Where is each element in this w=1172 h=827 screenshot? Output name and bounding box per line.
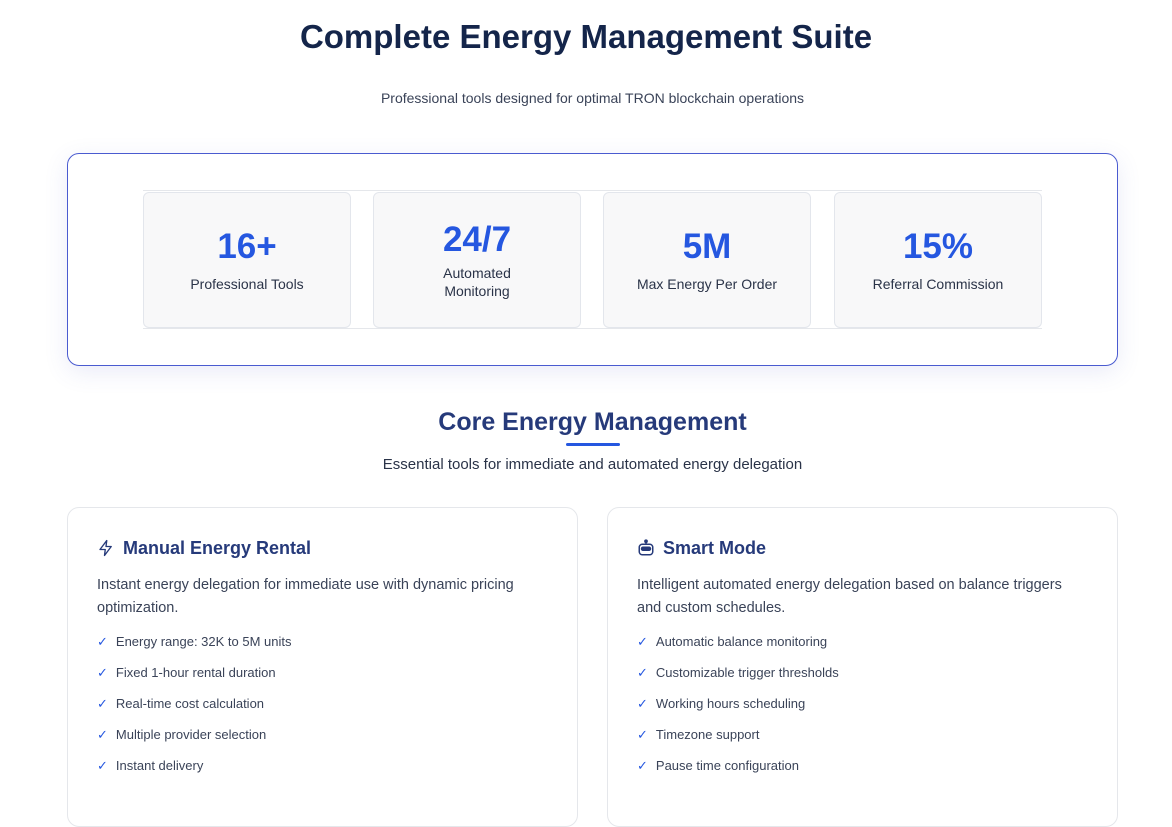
check-icon: ✓: [637, 634, 648, 649]
card-title-text: Smart Mode: [663, 537, 767, 558]
check-icon: ✓: [637, 696, 648, 711]
stat-value: 16+: [217, 227, 277, 266]
stat-card-monitoring: 24/7 Automated Monitoring: [373, 192, 581, 328]
feature-card-smart-mode: Smart Mode Intelligent automated energy …: [607, 507, 1118, 827]
stat-card-referral: 15% Referral Commission: [834, 192, 1042, 328]
list-item: ✓ Instant delivery: [97, 758, 548, 789]
list-item: ✓ Fixed 1-hour rental duration: [97, 665, 548, 696]
card-description: Intelligent automated energy delegation …: [637, 577, 1062, 616]
check-icon: ✓: [637, 727, 648, 742]
feature-text: Automatic balance monitoring: [655, 634, 828, 649]
page-subtitle: Professional tools designed for optimal …: [380, 90, 805, 106]
check-icon: ✓: [97, 665, 108, 680]
card-title: Manual Energy Rental: [97, 536, 548, 560]
list-item: ✓ Pause time configuration: [637, 758, 1088, 789]
feature-text: Customizable trigger thresholds: [655, 665, 839, 680]
robot-icon: [638, 539, 654, 556]
feature-text: Multiple provider selection: [115, 727, 267, 742]
stat-value: 5M: [682, 227, 732, 266]
stat-value: 15%: [902, 227, 974, 266]
lightning-icon: [99, 539, 112, 557]
stat-value: 24/7: [442, 220, 512, 259]
feature-text: Timezone support: [655, 727, 760, 742]
check-icon: ✓: [97, 696, 108, 711]
check-icon: ✓: [97, 758, 108, 773]
stat-label: Automated Monitoring: [443, 265, 511, 299]
check-icon: ✓: [637, 665, 648, 680]
list-item: ✓ Timezone support: [637, 727, 1088, 758]
feature-text: Real-time cost calculation: [115, 696, 265, 711]
check-icon: ✓: [97, 634, 108, 649]
feature-list: ✓ Energy range: 32K to 5M units ✓ Fixed 1-…: [97, 634, 548, 789]
list-item: ✓ Energy range: 32K to 5M units: [97, 634, 548, 665]
stat-card-tools: 16+ Professional Tools: [143, 192, 351, 328]
list-item: ✓ Multiple provider selection: [97, 727, 548, 758]
feature-text: Working hours scheduling: [655, 696, 806, 711]
section-title: Core Energy Management: [438, 408, 747, 436]
list-item: ✓ Automatic balance monitoring: [637, 634, 1088, 665]
feature-text: Pause time configuration: [655, 758, 799, 773]
title-underline: [566, 443, 620, 446]
check-icon: ✓: [97, 727, 108, 742]
card-title: Smart Mode: [637, 536, 1088, 560]
stats-row: 16+ Professional Tools 24/7 Automated Mo…: [143, 190, 1042, 329]
stats-panel: [67, 153, 1118, 366]
section-subtitle: Essential tools for immediate and automa…: [382, 456, 803, 473]
feature-card-manual-rental: Manual Energy Rental Instant energy dele…: [67, 507, 578, 827]
page-title: Complete Energy Management Suite: [299, 18, 873, 55]
list-item: ✓ Customizable trigger thresholds: [637, 665, 1088, 696]
stat-label: Referral Commission: [872, 276, 1004, 292]
feature-list: ✓ Automatic balance monitoring ✓ Customiza…: [637, 634, 1088, 789]
card-description: Instant energy delegation for immediate …: [97, 577, 514, 616]
list-item: ✓ Working hours scheduling: [637, 696, 1088, 727]
card-title-text: Manual Energy Rental: [123, 537, 312, 558]
stat-label: Max Energy Per Order: [636, 276, 778, 292]
stat-label: Professional Tools: [190, 276, 304, 292]
feature-text: Fixed 1-hour rental duration: [115, 665, 276, 680]
stat-card-max-energy: 5M Max Energy Per Order: [603, 192, 811, 328]
list-item: ✓ Real-time cost calculation: [97, 696, 548, 727]
feature-text: Energy range: 32K to 5M units: [115, 634, 292, 649]
feature-text: Instant delivery: [115, 758, 204, 773]
check-icon: ✓: [637, 758, 648, 773]
